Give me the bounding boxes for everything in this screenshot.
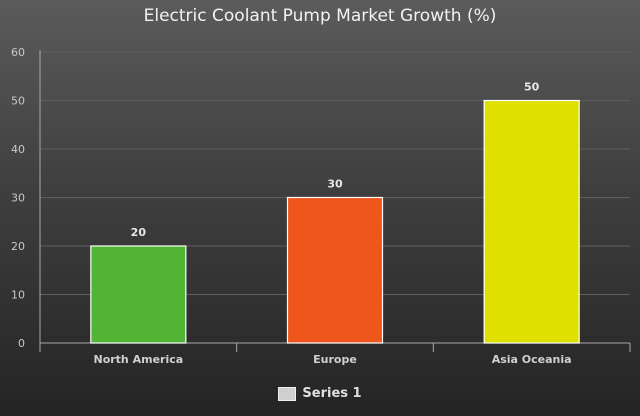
y-tick-label: 40 xyxy=(11,143,25,156)
y-tick-label: 30 xyxy=(11,192,25,205)
bar xyxy=(90,245,187,344)
legend-swatch[interactable] xyxy=(278,386,297,401)
y-tick-label: 10 xyxy=(11,289,25,302)
y-tick-label: 20 xyxy=(11,240,25,253)
bar xyxy=(483,99,580,344)
x-tick-label: Asia Oceania xyxy=(492,353,572,366)
y-tick-label: 0 xyxy=(18,337,25,350)
chart-title: Electric Coolant Pump Market Growth (%) xyxy=(143,6,497,26)
data-label: 30 xyxy=(327,178,343,191)
data-label: 50 xyxy=(524,81,540,94)
x-tick-label: North America xyxy=(93,353,183,366)
x-tick-label: Europe xyxy=(313,353,357,366)
y-tick-label: 50 xyxy=(11,95,25,108)
data-label: 20 xyxy=(131,226,147,239)
legend[interactable]: Series 1 xyxy=(0,386,640,401)
legend-label[interactable]: Series 1 xyxy=(302,386,362,401)
y-tick-label: 60 xyxy=(11,46,25,59)
bar xyxy=(286,196,384,344)
